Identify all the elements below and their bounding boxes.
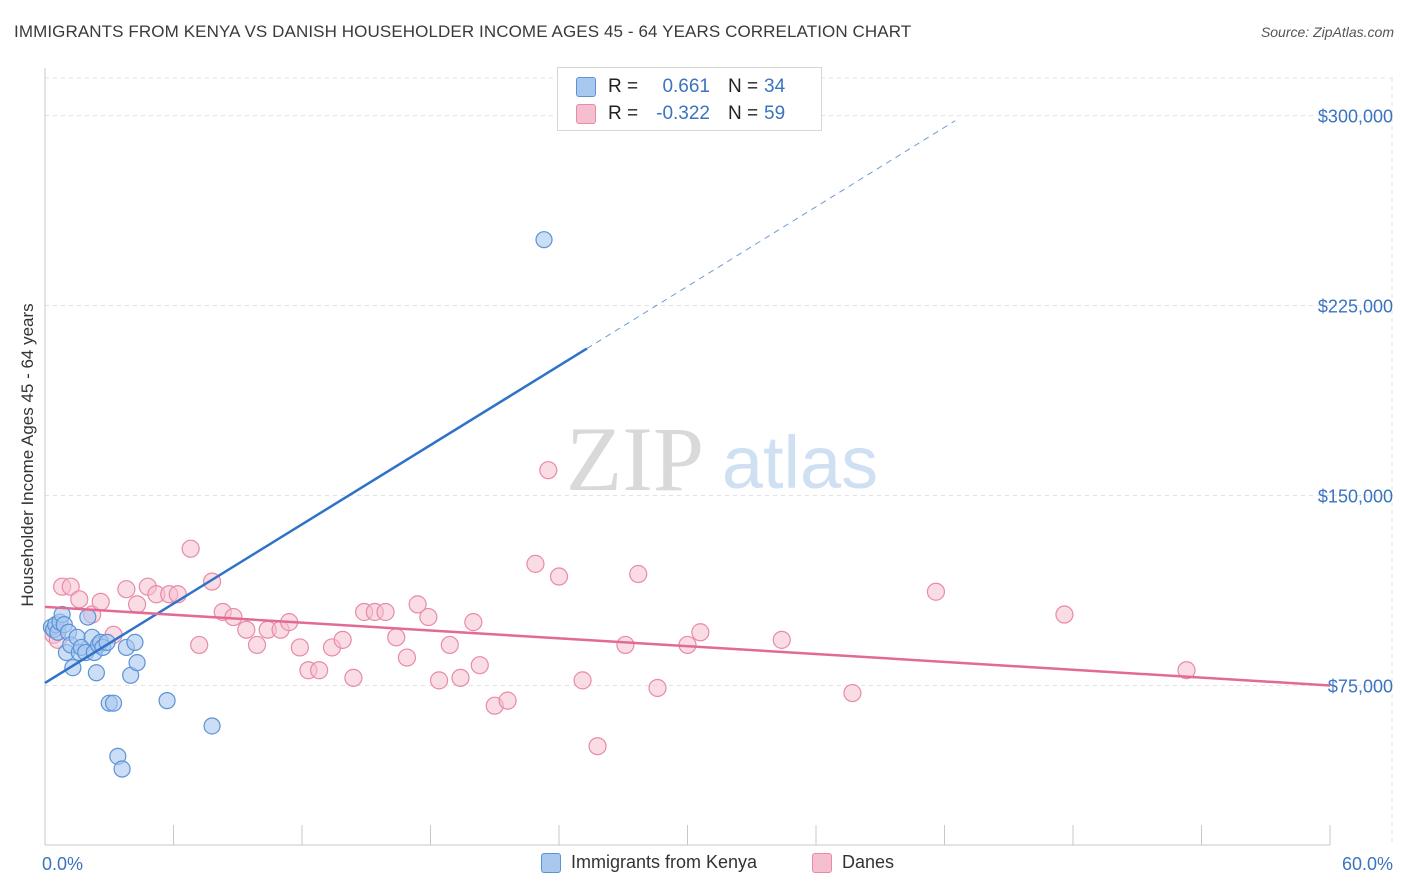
kenya-trend-line (44, 347, 588, 684)
danes-point (397, 648, 417, 667)
y-tick-label: $75,000 (1328, 676, 1393, 696)
y-axis-title: Householder Income Ages 45 - 64 years (18, 303, 37, 606)
chart-title: IMMIGRANTS FROM KENYA VS DANISH HOUSEHOL… (14, 22, 912, 41)
watermark-zip: ZIP (566, 408, 704, 510)
danes-point (498, 691, 517, 710)
danes-point (464, 613, 483, 632)
danes-point (344, 668, 363, 687)
legend-n-label: N = (728, 103, 759, 124)
legend-r-value: -0.322 (656, 103, 710, 124)
legend-n-value: 59 (764, 103, 786, 124)
danes-point (70, 590, 89, 609)
grid-lines (45, 77, 1395, 845)
danes-point (549, 567, 569, 586)
legend-r-label: R = (608, 76, 639, 97)
kenya-point (535, 231, 553, 249)
legend-row-danes: R = -0.322 N = 59 (558, 101, 785, 127)
legend-n-value: 34 (764, 76, 786, 97)
danes-point (333, 630, 352, 649)
watermark-atlas: atlas (722, 421, 878, 504)
watermark: ZIP atlas (566, 408, 878, 510)
danes-point (387, 628, 406, 647)
danes-point (926, 582, 946, 601)
y-tick-label: $300,000 (1318, 107, 1393, 127)
legend-swatch-danes (576, 104, 596, 124)
kenya-point (79, 608, 97, 626)
danes-point (190, 635, 209, 655)
danes-point (419, 607, 438, 627)
legend-r-value: 0.661 (662, 76, 710, 97)
danes-point (772, 630, 791, 649)
danes-trend-line (44, 605, 1331, 687)
series-legend: Immigrants from Kenya Danes (0, 852, 1406, 878)
kenya-point (203, 717, 221, 735)
danes-point (440, 635, 459, 655)
danes-point (648, 678, 667, 698)
legend-row-kenya: R = 0.661 N = 34 (558, 74, 785, 100)
kenya-point (126, 633, 144, 651)
legend-swatch-kenya (541, 852, 561, 873)
y-tick-labels: $75,000 $150,000 $225,000 $300,000 (1318, 107, 1393, 697)
danes-point (247, 635, 267, 655)
danes-point (61, 577, 80, 596)
danes-point (408, 595, 427, 614)
danes-point (691, 623, 710, 642)
kenya-point (128, 654, 146, 672)
kenya-point (104, 694, 123, 712)
danes-point (539, 461, 558, 480)
danes-point (1177, 661, 1196, 680)
legend-label-danes: Danes (842, 852, 895, 872)
danes-point (290, 638, 309, 657)
kenya-trend-extension (586, 120, 956, 350)
legend-n-label: N = (728, 76, 759, 97)
danes-point (470, 656, 489, 675)
legend-item-danes[interactable]: Danes (812, 852, 894, 873)
legend-swatch-kenya (576, 77, 596, 97)
kenya-point (87, 664, 106, 682)
danes-point (91, 592, 110, 611)
danes-point (181, 539, 200, 558)
x-tick-label: 0.0% (42, 854, 83, 874)
danes-point (588, 737, 607, 756)
danes-point (376, 602, 395, 622)
x-tick-label: 60.0% (1342, 854, 1393, 874)
kenya-points (42, 231, 553, 778)
y-tick-label: $150,000 (1318, 486, 1393, 506)
danes-point (237, 620, 256, 639)
legend-item-kenya[interactable]: Immigrants from Kenya (541, 852, 757, 873)
legend-r-label: R = (608, 103, 639, 124)
danes-point (310, 661, 329, 680)
legend-swatch-danes (812, 852, 832, 873)
legend-label-kenya: Immigrants from Kenya (571, 852, 758, 872)
axes (44, 68, 1331, 846)
kenya-point (113, 760, 131, 778)
trend-lines (44, 120, 1331, 687)
y-tick-label: $225,000 (1318, 297, 1393, 317)
danes-point (451, 668, 470, 687)
danes-point (117, 580, 136, 599)
danes-point (429, 671, 449, 690)
danes-point (1055, 605, 1074, 624)
danes-point (127, 595, 147, 614)
danes-point (526, 554, 545, 573)
danes-point (573, 671, 592, 690)
stats-legend: R = 0.661 N = 34 R = -0.322 N = 59 (557, 67, 822, 131)
danes-point (616, 635, 635, 655)
source-label: Source: ZipAtlas.com (1260, 24, 1394, 40)
kenya-point (158, 692, 176, 710)
x-tick-labels: 0.0% 60.0% (42, 854, 1393, 874)
danes-point (629, 564, 648, 584)
danes-point (843, 683, 862, 703)
